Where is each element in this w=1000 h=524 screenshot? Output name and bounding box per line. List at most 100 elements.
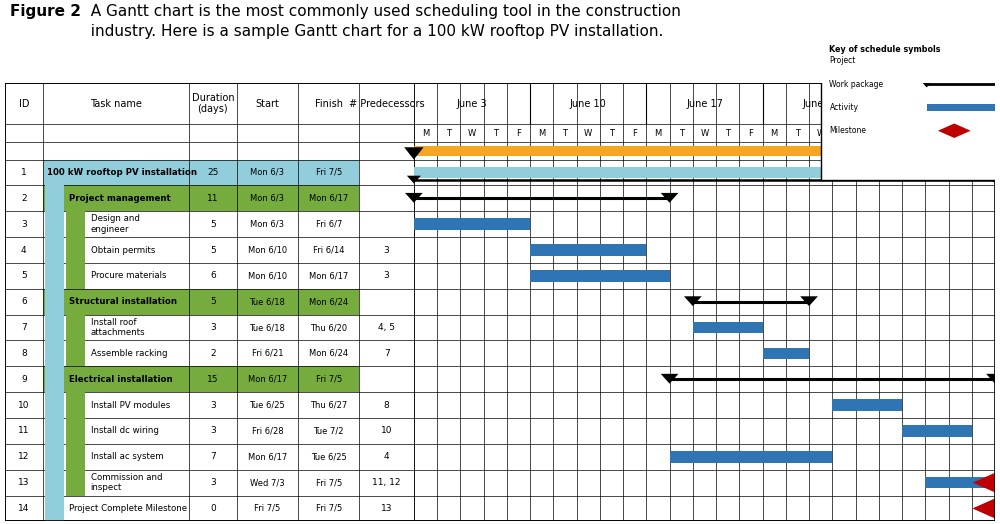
Text: 2: 2	[210, 349, 216, 358]
Polygon shape	[684, 296, 702, 306]
Text: T: T	[911, 129, 916, 138]
Bar	[43, 159, 359, 185]
Text: # Predecessors: # Predecessors	[349, 99, 424, 108]
Text: Project management: Project management	[69, 194, 170, 203]
Text: Wed 7/3: Wed 7/3	[250, 478, 285, 487]
Text: 11: 11	[18, 427, 30, 435]
Text: M: M	[654, 129, 662, 138]
Polygon shape	[920, 80, 933, 88]
Text: W: W	[817, 129, 825, 138]
Text: T: T	[679, 129, 684, 138]
Text: W: W	[468, 129, 476, 138]
Text: W: W	[584, 129, 592, 138]
Text: 13: 13	[381, 504, 392, 513]
Polygon shape	[661, 193, 678, 203]
Bar	[530, 244, 646, 256]
Text: 5: 5	[21, 271, 27, 280]
Bar	[66, 470, 85, 496]
Polygon shape	[938, 124, 971, 138]
Polygon shape	[404, 147, 424, 159]
Text: 3: 3	[384, 246, 390, 255]
Text: 5: 5	[210, 220, 216, 228]
Text: Fri 6/14: Fri 6/14	[313, 246, 344, 255]
Text: A Gantt chart is the most commonly used scheduling tool in the construction
  in: A Gantt chart is the most commonly used …	[81, 4, 681, 39]
Text: F: F	[516, 129, 521, 138]
Polygon shape	[800, 296, 818, 306]
Text: 4: 4	[21, 246, 27, 255]
Text: Fri 6/7: Fri 6/7	[316, 220, 342, 228]
Text: 6: 6	[21, 297, 27, 306]
Text: Mon 6/17: Mon 6/17	[248, 452, 287, 461]
Text: Mon 6/17: Mon 6/17	[309, 271, 348, 280]
Text: 3: 3	[384, 271, 390, 280]
Text: 6: 6	[210, 271, 216, 280]
Bar	[43, 289, 359, 314]
Bar	[45, 314, 64, 341]
Text: 3: 3	[210, 427, 216, 435]
Text: Structural installation: Structural installation	[69, 297, 177, 306]
Text: Assemble racking: Assemble racking	[91, 349, 167, 358]
Text: 3: 3	[210, 400, 216, 410]
Text: Mon 6/3: Mon 6/3	[250, 168, 284, 177]
Text: Mon 6/3: Mon 6/3	[250, 194, 284, 203]
Text: M: M	[887, 129, 894, 138]
Text: Obtain permits: Obtain permits	[91, 246, 155, 255]
Text: Mon 6/10: Mon 6/10	[248, 271, 287, 280]
Text: 25: 25	[207, 168, 219, 177]
Text: Fri 6/28: Fri 6/28	[252, 427, 283, 435]
Text: Commission and
inspect: Commission and inspect	[91, 473, 162, 493]
Bar	[414, 167, 995, 178]
Polygon shape	[986, 374, 1000, 384]
Polygon shape	[661, 374, 678, 384]
Polygon shape	[973, 473, 1000, 493]
Text: Design and
engineer: Design and engineer	[91, 214, 139, 234]
Text: Fri 7/5: Fri 7/5	[316, 478, 342, 487]
Text: July 1: July 1	[923, 99, 950, 108]
Text: Activity: Activity	[829, 103, 858, 112]
Bar	[902, 425, 972, 436]
Text: June 3: June 3	[457, 99, 487, 108]
Bar	[45, 392, 64, 418]
Bar	[66, 263, 85, 289]
Text: Mon 6/17: Mon 6/17	[309, 194, 348, 203]
Text: 13: 13	[18, 478, 30, 487]
Text: 7: 7	[384, 349, 390, 358]
Text: Figure 2: Figure 2	[10, 4, 81, 19]
Text: Tue 6/25: Tue 6/25	[311, 452, 347, 461]
Text: 14: 14	[18, 504, 29, 513]
Text: M: M	[422, 129, 429, 138]
Text: 5: 5	[210, 297, 216, 306]
Text: T: T	[958, 129, 963, 138]
Bar	[670, 451, 832, 463]
Text: Start: Start	[255, 99, 279, 108]
Bar	[414, 146, 995, 156]
Text: T: T	[841, 129, 846, 138]
Text: June 10: June 10	[570, 99, 607, 108]
Text: Project: Project	[829, 57, 856, 66]
Text: 7: 7	[21, 323, 27, 332]
Bar	[66, 314, 85, 341]
Text: T: T	[795, 129, 800, 138]
Bar	[45, 418, 64, 444]
Bar	[414, 219, 530, 230]
Text: Fri 7/5: Fri 7/5	[316, 504, 342, 513]
Text: Electrical installation: Electrical installation	[69, 375, 172, 384]
Text: 10: 10	[18, 400, 30, 410]
Text: T: T	[725, 129, 730, 138]
Text: Install dc wiring: Install dc wiring	[91, 427, 158, 435]
Polygon shape	[988, 176, 1000, 183]
Text: 0: 0	[210, 504, 216, 513]
Text: F: F	[748, 129, 753, 138]
Text: Fri 7/5: Fri 7/5	[316, 375, 342, 384]
Text: 5: 5	[210, 246, 216, 255]
Bar	[45, 263, 64, 289]
Bar	[45, 237, 64, 263]
Bar	[45, 366, 64, 392]
Bar	[530, 270, 670, 282]
Text: 1: 1	[21, 168, 27, 177]
Bar	[45, 211, 64, 237]
Text: Project Complete Milestone: Project Complete Milestone	[69, 504, 187, 513]
Bar	[693, 322, 763, 333]
Text: W: W	[933, 129, 941, 138]
Bar	[821, 38, 1000, 180]
